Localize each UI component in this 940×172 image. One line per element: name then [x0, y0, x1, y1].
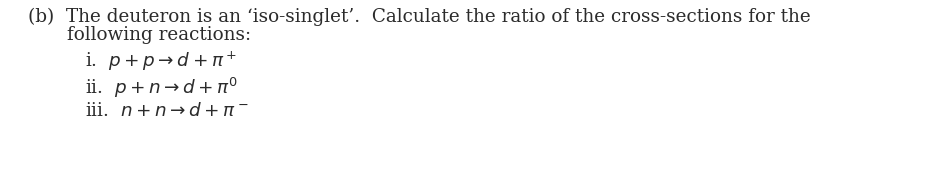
Text: (b)  The deuteron is an ‘iso-singlet’.  Calculate the ratio of the cross-section: (b) The deuteron is an ‘iso-singlet’. Ca… — [28, 8, 810, 26]
Text: following reactions:: following reactions: — [67, 26, 251, 44]
Text: ii.  $p+n \rightarrow d+\pi^0$: ii. $p+n \rightarrow d+\pi^0$ — [85, 76, 238, 100]
Text: iii.  $n+n \rightarrow d+\pi^-$: iii. $n+n \rightarrow d+\pi^-$ — [85, 102, 248, 120]
Text: i.  $p+p \rightarrow d+\pi^+$: i. $p+p \rightarrow d+\pi^+$ — [85, 50, 237, 73]
